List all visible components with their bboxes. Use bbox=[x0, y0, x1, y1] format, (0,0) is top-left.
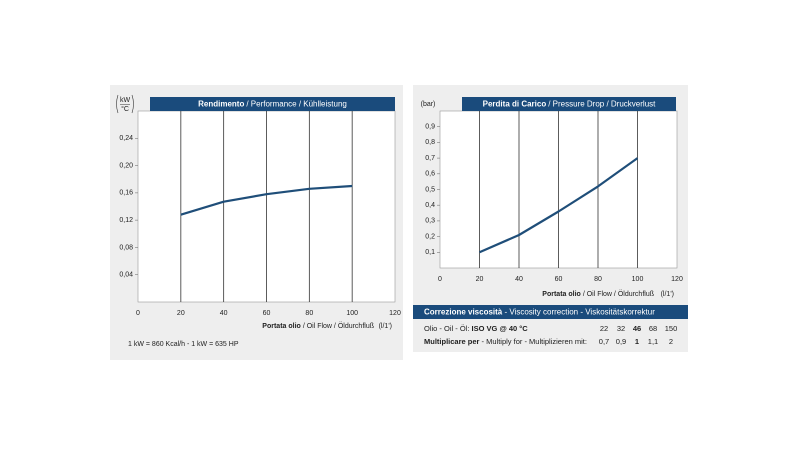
chart-title-main: Rendimento bbox=[198, 100, 244, 109]
row-label-bold: - Multiply for - Multiplizieren mit: bbox=[479, 337, 587, 346]
y-tick-label: 0,7 bbox=[425, 155, 435, 162]
x-tick-label: 60 bbox=[263, 310, 271, 317]
x-tick-label: 0 bbox=[438, 276, 442, 283]
chart-title-rest: / Pressure Drop / Druckverlust bbox=[548, 100, 656, 109]
y-tick-label: 0,16 bbox=[119, 190, 133, 197]
x-tick-label: 100 bbox=[346, 310, 358, 317]
row-label-main: Olio - Oil - Öl: bbox=[424, 324, 472, 333]
y-tick-label: 0,3 bbox=[425, 218, 435, 225]
x-label-rest: / Oil Flow / Öldurchfluß bbox=[303, 322, 374, 330]
y-unit: (bar) bbox=[421, 101, 436, 108]
table-cell: 2 bbox=[669, 337, 673, 346]
table-cell: 68 bbox=[649, 324, 657, 333]
footnote: 1 kW = 860 Kcal/h - 1 kW = 635 HP bbox=[128, 341, 239, 348]
y-unit: °C bbox=[121, 105, 129, 113]
y-unit: kW bbox=[120, 97, 131, 104]
row-label-main: Multiplicare per bbox=[424, 337, 480, 346]
x-tick-label: 60 bbox=[555, 276, 563, 283]
table-cell: 46 bbox=[633, 324, 641, 333]
x-tick-label: 80 bbox=[594, 276, 602, 283]
y-tick-label: 0,5 bbox=[425, 186, 435, 193]
title-bar bbox=[462, 97, 676, 111]
data-line bbox=[180, 184, 353, 216]
x-label-main: Portata olio bbox=[542, 291, 581, 298]
x-tick-label: 40 bbox=[220, 310, 228, 317]
table-header bbox=[413, 305, 688, 319]
table-title-rest: - Viscosity correction - Viskositätskorr… bbox=[502, 308, 655, 317]
y-tick-label: 0,24 bbox=[119, 135, 133, 142]
title-bar bbox=[150, 97, 395, 111]
y-tick-label: 0,12 bbox=[119, 217, 133, 224]
table-title: Correzione viscosità - Viscosity correct… bbox=[424, 308, 655, 317]
data-line bbox=[479, 157, 639, 254]
x-axis-label: Portata olio / Oil Flow / Öldurchfluß bbox=[262, 322, 374, 330]
x-tick-label: 20 bbox=[177, 310, 185, 317]
bracket bbox=[116, 94, 134, 114]
table-cell: 32 bbox=[617, 324, 625, 333]
table-title-main: Correzione viscosità bbox=[424, 308, 503, 317]
row-label: Olio - Oil - Öl: ISO VG @ 40 °C bbox=[424, 324, 528, 333]
y-tick-label: 0,1 bbox=[425, 249, 435, 256]
x-label-rest: / Oil Flow / Öldurchfluß bbox=[583, 290, 654, 298]
x-tick-label: 100 bbox=[632, 276, 644, 283]
viscosity-table: Correzione viscosità - Viscosity correct… bbox=[413, 305, 688, 346]
y-tick-label: 0,9 bbox=[425, 124, 435, 131]
table-cell: 1,1 bbox=[648, 337, 658, 346]
y-tick-label: 0,4 bbox=[425, 202, 435, 209]
x-label-main: Portata olio bbox=[262, 323, 301, 330]
x-tick-label: 120 bbox=[389, 310, 401, 317]
table-cell: 0,7 bbox=[599, 337, 609, 346]
y-tick-label: 0,20 bbox=[119, 162, 133, 169]
x-tick-label: 20 bbox=[476, 276, 484, 283]
table-cell: 0,9 bbox=[616, 337, 626, 346]
x-axis-label: Portata olio / Oil Flow / Öldurchfluß bbox=[542, 290, 654, 298]
chart-title: Perdita di Carico / Pressure Drop / Druck… bbox=[483, 100, 656, 109]
x-tick-label: 0 bbox=[136, 310, 140, 317]
table-cell: 150 bbox=[665, 324, 678, 333]
y-tick-label: 0,6 bbox=[425, 171, 435, 178]
chart-title-main: Perdita di Carico bbox=[483, 100, 547, 109]
table-cell: 22 bbox=[600, 324, 608, 333]
row-label: Multiplicare per - Multiply for - Multip… bbox=[424, 337, 587, 346]
y-tick-label: 0,04 bbox=[119, 272, 133, 279]
x-tick-label: 40 bbox=[515, 276, 523, 283]
chart-title: Rendimento / Performance / Kühlleistung bbox=[198, 100, 347, 109]
x-tick-label: 80 bbox=[305, 310, 313, 317]
x-unit: (l/1') bbox=[379, 323, 392, 330]
y-tick-label: 0,08 bbox=[119, 244, 133, 251]
y-tick-label: 0,2 bbox=[425, 233, 435, 240]
row-label-bold: ISO VG @ 40 °C bbox=[472, 324, 529, 333]
y-tick-label: 0,8 bbox=[425, 139, 435, 146]
x-unit: (l/1') bbox=[661, 291, 674, 298]
chart-title-rest: / Performance / Kühlleistung bbox=[246, 100, 347, 109]
x-tick-label: 120 bbox=[671, 276, 683, 283]
table-cell: 1 bbox=[635, 337, 639, 346]
